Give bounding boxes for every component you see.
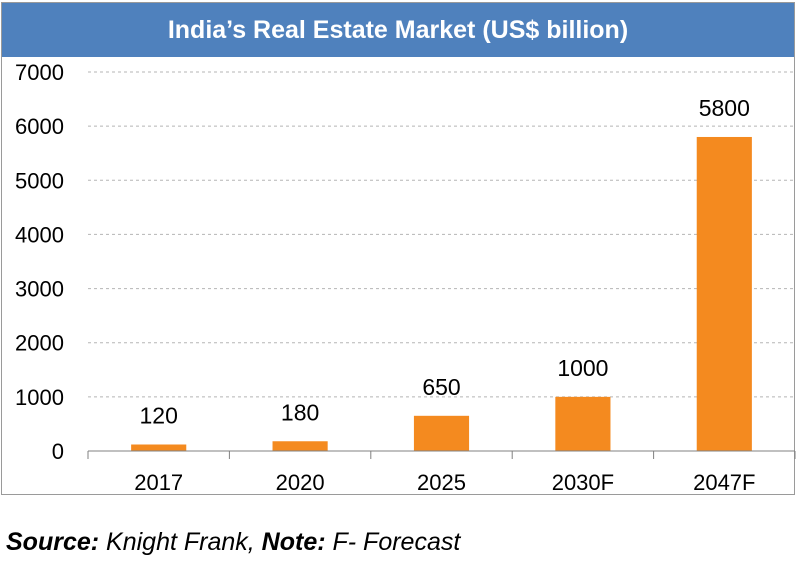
note-value: F- Forecast [325, 528, 461, 556]
bar [555, 396, 611, 451]
y-tick-label: 7000 [15, 60, 64, 85]
bar [696, 136, 752, 451]
x-tick-label: 2025 [417, 470, 466, 495]
data-label: 650 [422, 374, 460, 400]
x-tick-label: 2047F [693, 470, 755, 495]
x-tick-label: 2020 [276, 470, 325, 495]
bar [131, 444, 187, 451]
y-tick-label: 6000 [15, 114, 64, 139]
bar-chart: 0 1000 2000 3000 4000 5000 6000 7000 2017 120 2020… [15, 60, 796, 495]
x-tick-label: 2030F [552, 470, 614, 495]
source-label: Source: [6, 528, 100, 556]
data-label: 5800 [699, 95, 750, 121]
bar [413, 415, 470, 451]
bar [272, 441, 328, 451]
chart-title: India’s Real Estate Market (US$ billion) [2, 3, 794, 57]
x-tick-label: 2017 [134, 470, 183, 495]
y-tick-label: 3000 [15, 277, 64, 302]
source-note: Source: Knight Frank, Note: F- Forecast [6, 528, 460, 557]
y-tick-label: 4000 [15, 222, 64, 247]
chart-frame: India’s Real Estate Market (US$ billion) [1, 2, 795, 495]
y-tick-label: 1000 [15, 385, 64, 410]
data-label: 180 [281, 399, 319, 425]
source-value: Knight Frank, [99, 528, 262, 556]
y-tick-label: 0 [52, 439, 64, 464]
y-tick-label: 2000 [15, 331, 64, 356]
note-label: Note: [261, 528, 326, 556]
data-label: 120 [140, 403, 178, 429]
data-label: 1000 [557, 355, 608, 381]
y-tick-label: 5000 [15, 168, 64, 193]
